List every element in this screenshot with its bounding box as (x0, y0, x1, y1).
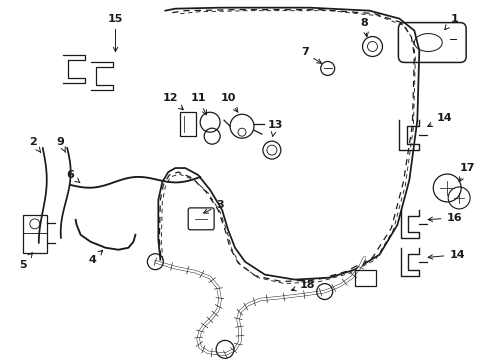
Text: 12: 12 (162, 93, 183, 110)
Bar (354, 270, 376, 285)
Text: 7: 7 (300, 48, 321, 63)
Text: 15: 15 (107, 14, 123, 51)
Text: 10: 10 (220, 93, 237, 112)
Text: 11: 11 (190, 93, 206, 115)
Text: 8: 8 (360, 18, 367, 37)
Text: 3: 3 (203, 200, 224, 213)
Text: 18: 18 (291, 280, 315, 291)
Text: 17: 17 (458, 163, 474, 182)
Text: 6: 6 (66, 170, 80, 183)
Text: 14: 14 (427, 250, 464, 260)
Text: 13: 13 (266, 120, 282, 136)
Bar (23, 215, 47, 253)
Text: 9: 9 (57, 137, 65, 152)
Text: 4: 4 (88, 250, 102, 265)
Text: 2: 2 (29, 137, 41, 152)
Text: 16: 16 (427, 213, 461, 223)
Bar (180, 112, 196, 136)
Text: 5: 5 (19, 253, 32, 270)
Text: 1: 1 (444, 14, 457, 30)
Text: 14: 14 (427, 113, 451, 126)
